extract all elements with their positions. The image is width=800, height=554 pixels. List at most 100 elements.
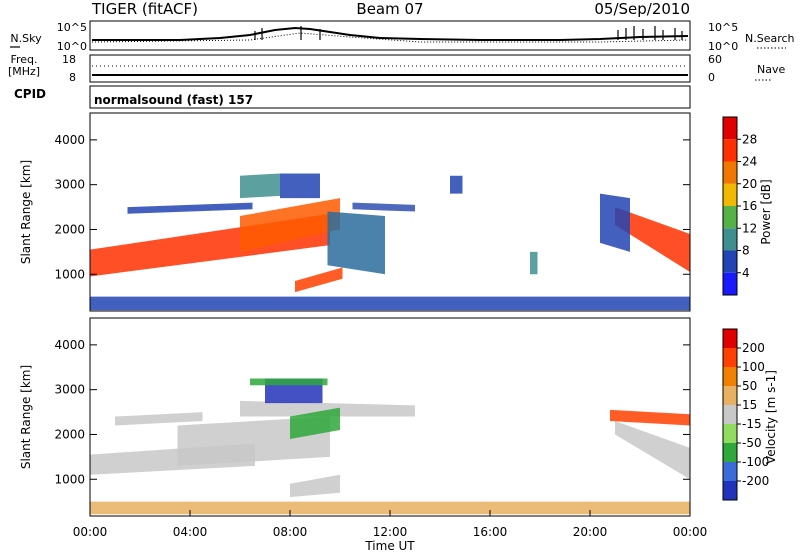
colorbar-tick-label: 8 (742, 244, 750, 258)
freq-panel-frame (89, 54, 691, 83)
ytick-label: 4000 (54, 133, 85, 147)
colorbar-segment (723, 462, 737, 481)
colorbar-tick-label: 50 (742, 379, 757, 393)
xtick-label: 00:00 (673, 525, 708, 539)
velocity-heatmap-data (90, 378, 690, 515)
cpid-label: CPID (14, 87, 46, 101)
ytick-label: 4000 (54, 338, 85, 352)
colorbar-tick-label: 200 (742, 341, 765, 355)
nave-tick-top: 60 (708, 53, 722, 66)
colorbar-tick-label: -100 (742, 455, 769, 469)
power-band-4 (295, 267, 343, 293)
colorbar-segment (723, 367, 737, 386)
velocity-band-6 (290, 474, 340, 498)
beam-title: Beam 07 (356, 0, 423, 18)
freq-label-2: [MHz] (8, 65, 40, 78)
ytick-label: 1000 (54, 267, 85, 281)
colorbar-segment (723, 348, 737, 367)
colorbar-segment (723, 386, 737, 405)
colorbar-segment (723, 206, 737, 229)
ytick-label: 1000 (54, 472, 85, 486)
colorbar-segment (723, 183, 737, 206)
colorbar-tick-label: -15 (742, 417, 762, 431)
colorbar-tick-label: 24 (742, 155, 757, 169)
freq-tick-top: 18 (62, 53, 76, 66)
power-band-3 (280, 173, 320, 199)
power-colorbar: 4 8 12 16 20 24 28 (722, 116, 757, 296)
velocity-ylabel: Slant Range [km] (19, 365, 33, 469)
power-band-9 (530, 251, 538, 275)
velocity-band-3 (240, 400, 415, 417)
nave-tick-bottom: 0 (708, 71, 715, 84)
xtick-label: 12:00 (373, 525, 408, 539)
colorbar-tick-label: 15 (742, 398, 757, 412)
colorbar-segment (723, 329, 737, 348)
nsky-spikes (254, 26, 683, 40)
time-xaxis: 00:00 04:00 08:00 12:00 16:00 20:00 00:00 (73, 510, 708, 539)
power-ylabel: Slant Range [km] (19, 160, 33, 264)
power-band-6 (327, 211, 385, 275)
freq-tick-bottom: 8 (69, 71, 76, 84)
colorbar-tick-label: 4 (742, 266, 750, 280)
nsky-label: N.Sky (10, 32, 42, 45)
nsky-panel-frame (89, 20, 691, 51)
ytick-label: 3000 (54, 178, 85, 192)
ytick-label: 2000 (54, 427, 85, 441)
colorbar-segment (723, 228, 737, 251)
colorbar-segment (723, 272, 737, 295)
velocity-yaxis: 1000 2000 3000 4000 (54, 338, 690, 486)
nsearch-label: N.Search (745, 32, 795, 45)
nsearch-trace (91, 32, 689, 43)
time-xlabel: Time UT (364, 539, 415, 553)
power-band-12 (90, 296, 690, 311)
power-band-1 (240, 198, 340, 252)
velocity-band-2 (115, 412, 203, 426)
power-band-11 (600, 193, 630, 252)
velocity-band-5 (290, 407, 340, 439)
velocity-band-10 (90, 501, 690, 515)
velocity-colorbar: 200 100 50 15 -15 -50 -100 -200 (722, 328, 769, 501)
colorbar-segment (723, 443, 737, 462)
xtick-label: 08:00 (273, 525, 308, 539)
power-yaxis: 1000 2000 3000 4000 (54, 133, 690, 281)
colorbar-segment (723, 481, 737, 500)
radar-title: TIGER (fitACF) (91, 0, 198, 18)
colorbar-segment (723, 161, 737, 184)
colorbar-segment (723, 117, 737, 140)
power-colorbar-label: Power [dB] (759, 179, 773, 244)
nave-label: Nave (757, 63, 785, 76)
colorbar-segment (723, 139, 737, 162)
cpid-value: normalsound (fast) 157 (94, 93, 253, 107)
cpid-panel-frame (89, 85, 691, 109)
xtick-label: 00:00 (73, 525, 108, 539)
ytick-label: 3000 (54, 383, 85, 397)
colorbar-tick-label: 28 (742, 132, 757, 146)
velocity-band-9 (610, 409, 690, 426)
colorbar-tick-label: -200 (742, 474, 769, 488)
power-panel-frame (89, 112, 691, 312)
nsearch-scale-bottom: 10^0 (708, 40, 738, 53)
power-band-10 (615, 207, 690, 273)
colorbar-tick-label: 100 (742, 360, 765, 374)
colorbar-segment (723, 250, 737, 273)
colorbar-segment (723, 405, 737, 424)
xtick-label: 16:00 (473, 525, 508, 539)
power-band-7 (352, 202, 415, 212)
ytick-label: 2000 (54, 222, 85, 236)
colorbar-tick-label: 12 (742, 221, 757, 235)
freq-label-1: Freq. (10, 53, 37, 66)
colorbar-segment (723, 424, 737, 443)
velocity-colorbar-label: Velocity [m s-1] (764, 370, 778, 464)
nsky-scale-bottom: 10^0 (57, 40, 87, 53)
xtick-label: 20:00 (573, 525, 608, 539)
nsearch-scale-top: 10^5 (708, 21, 738, 34)
date-title: 05/Sep/2010 (594, 0, 690, 18)
colorbar-tick-label: 16 (742, 199, 757, 213)
velocity-band-8 (615, 421, 690, 480)
power-heatmap-data (90, 173, 690, 311)
nsky-scale-top: 10^5 (57, 21, 87, 34)
velocity-band-7 (250, 378, 328, 386)
nsky-trace (92, 26, 689, 41)
xtick-label: 04:00 (173, 525, 208, 539)
